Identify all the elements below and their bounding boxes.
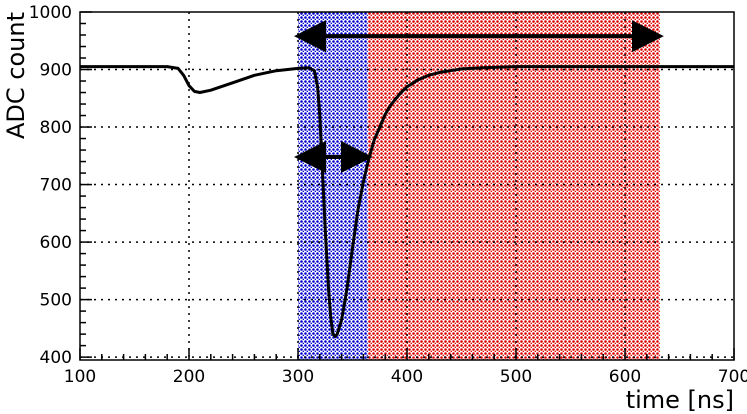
x-tick-label: 500	[500, 367, 532, 387]
y-tick-label: 400	[40, 348, 72, 368]
x-tick-label: 700	[718, 367, 747, 387]
axis-ticks: 100 200 300 400 500 600 700 400 500 600 700 800 900 1…	[29, 3, 747, 387]
series-line-1	[80, 65, 734, 338]
series-layer	[80, 65, 734, 338]
x-tick-label: 100	[64, 367, 96, 387]
y-tick-label: 800	[40, 118, 72, 138]
y-tick-label: 900	[40, 61, 72, 81]
x-tick-label: 300	[282, 367, 314, 387]
y-tick-label: 500	[40, 291, 72, 311]
arrows	[294, 20, 664, 173]
shaded-regions	[298, 12, 660, 360]
x-axis-title: time [ns]	[626, 386, 734, 414]
y-axis-title: ADC count	[2, 12, 30, 139]
x-tick-label: 200	[173, 367, 205, 387]
y-tick-label: 700	[40, 176, 72, 196]
grid	[80, 12, 734, 360]
x-tick-label: 600	[609, 367, 641, 387]
shaded-region-1	[298, 12, 368, 360]
y-tick-label: 600	[40, 233, 72, 253]
y-tick-label: 1000	[29, 3, 72, 23]
x-tick-label: 400	[391, 367, 423, 387]
shaded-region-2	[367, 12, 660, 360]
